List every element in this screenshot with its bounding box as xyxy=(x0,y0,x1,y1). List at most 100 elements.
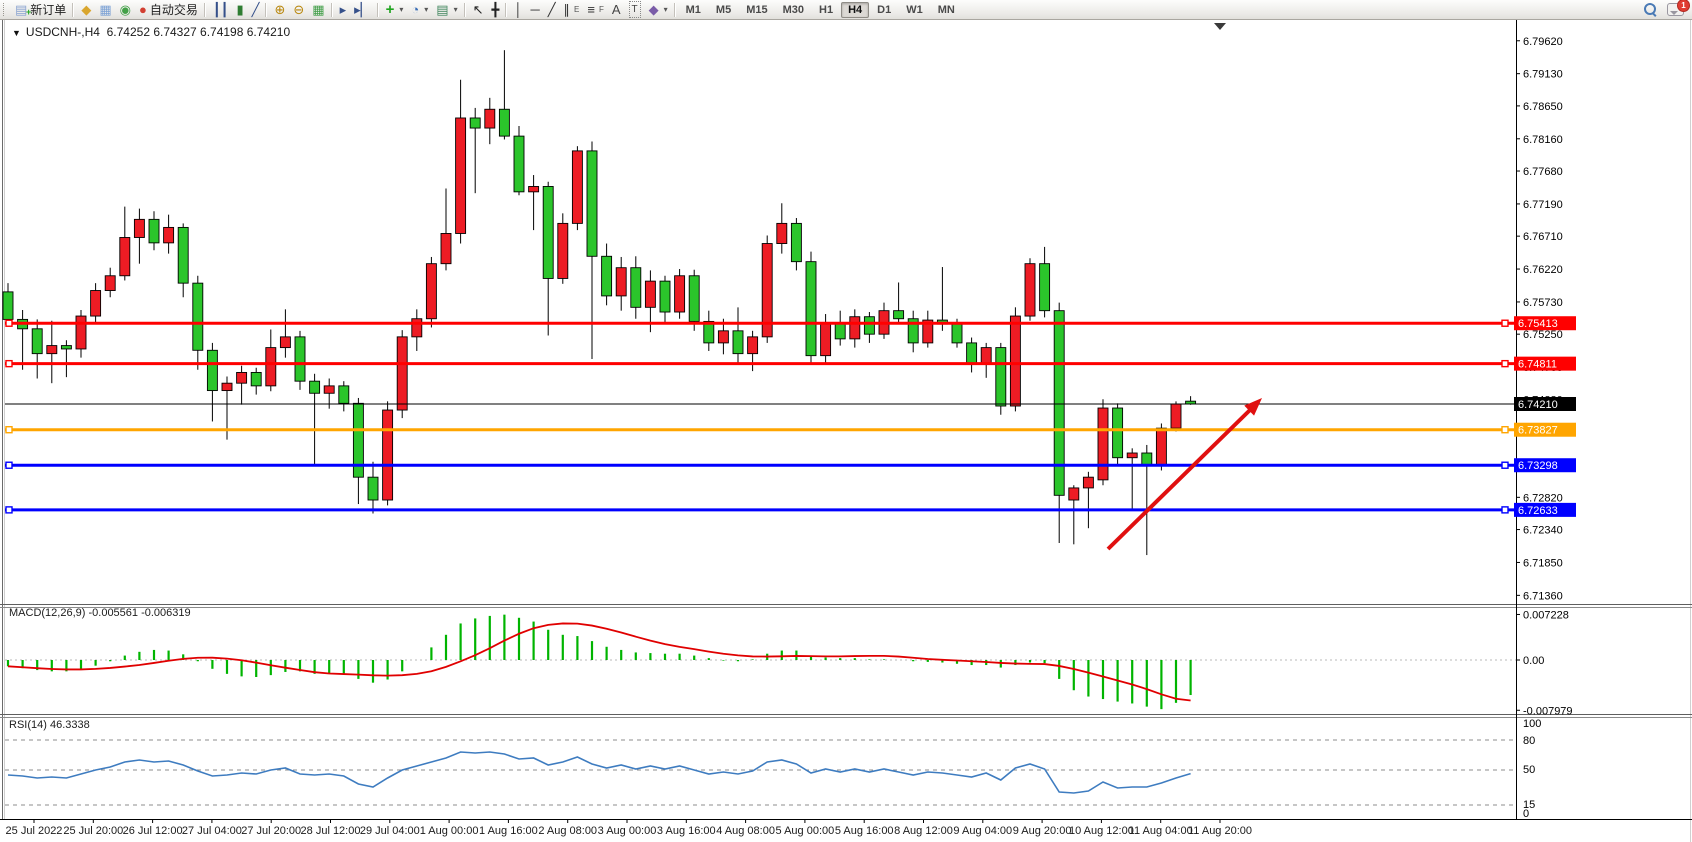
timeframe-m5[interactable]: M5 xyxy=(715,3,732,16)
time-axis-label[interactable]: 5 Aug 00:00 xyxy=(776,825,835,837)
price-badge-value: 6.72633 xyxy=(1518,505,1558,517)
candle xyxy=(1155,427,1167,466)
bar-chart-button[interactable]: ┃┃ xyxy=(209,1,233,18)
line-handle[interactable] xyxy=(1501,461,1509,469)
cursor-button[interactable]: ↖ xyxy=(469,1,488,18)
candle xyxy=(513,135,525,193)
candle xyxy=(747,336,759,355)
time-axis-label[interactable]: 9 Aug 04:00 xyxy=(953,825,1012,837)
candlestick-chart-button[interactable]: ▮ xyxy=(232,1,247,18)
time-axis-label[interactable]: 5 Aug 16:00 xyxy=(835,825,894,837)
text-button[interactable]: A xyxy=(608,1,625,18)
time-axis-label[interactable]: 1 Aug 16:00 xyxy=(479,825,538,837)
editor-button[interactable]: ◆ xyxy=(77,1,95,18)
line-handle[interactable] xyxy=(1501,359,1509,368)
signal-button[interactable]: ◉ xyxy=(116,1,135,18)
time-axis-label[interactable]: 25 Jul 2022 xyxy=(6,825,63,837)
timeframe-m15[interactable]: M15 xyxy=(746,3,768,16)
time-axis-label[interactable]: 1 Aug 00:00 xyxy=(420,825,479,837)
time-axis-label[interactable]: 11 Aug 04:00 xyxy=(1129,825,1193,837)
line-handle[interactable] xyxy=(5,426,13,434)
time-axis-label[interactable]: 29 Jul 04:00 xyxy=(360,825,420,837)
line-chart-button[interactable]: ╱ xyxy=(248,1,264,18)
fibonacci-icon: ≡ xyxy=(587,2,595,17)
zoom-in-icon: ⊕ xyxy=(274,2,286,17)
time-axis-label[interactable]: 8 Aug 12:00 xyxy=(894,825,953,837)
candle xyxy=(674,275,686,313)
time-axis-label[interactable]: 27 Jul 20:00 xyxy=(241,825,301,837)
macd-signal-line xyxy=(7,622,1191,702)
trendline-button[interactable]: ╱ xyxy=(544,1,560,18)
toolbar-button-label: 新订单 xyxy=(30,3,67,17)
candle xyxy=(484,108,496,129)
new-order-button[interactable]: ▤ + 新订单 xyxy=(11,1,70,18)
notifications-icon[interactable]: 1 xyxy=(1667,0,1690,16)
time-axis-label[interactable]: 11 Aug 20:00 xyxy=(1188,825,1252,837)
time-axis-label[interactable]: 3 Aug 16:00 xyxy=(657,825,716,837)
time-axis-label[interactable]: 27 Jul 04:00 xyxy=(182,825,242,837)
time-axis-label[interactable]: 3 Aug 00:00 xyxy=(598,825,657,837)
timeframe-h1[interactable]: H1 xyxy=(819,3,834,16)
timeframe-m1[interactable]: M1 xyxy=(685,3,701,16)
templates-button[interactable]: ▤ ▾ xyxy=(432,1,461,18)
time-axis-label[interactable]: 9 Aug 20:00 xyxy=(1013,825,1072,837)
price-badge-value: 6.73827 xyxy=(1518,425,1558,437)
line-handle[interactable] xyxy=(5,461,13,469)
time-axis-label[interactable]: 25 Jul 20:00 xyxy=(63,825,123,837)
timeframe-h4[interactable]: H4 xyxy=(841,1,870,18)
candle xyxy=(338,385,350,404)
macd-axis-label: 0.007228 xyxy=(1523,609,1569,621)
signal-icon: ◉ xyxy=(119,2,131,17)
timeframe-m30[interactable]: M30 xyxy=(782,3,805,16)
crosshair-button[interactable]: ╋ xyxy=(488,1,504,18)
timeframe-d1[interactable]: D1 xyxy=(877,3,892,16)
plus-overlay-icon: + xyxy=(26,7,32,17)
time-axis-label[interactable]: 10 Aug 12:00 xyxy=(1069,825,1134,837)
price-axis-tick-label: 6.79620 xyxy=(1523,36,1563,48)
toolbar-separator xyxy=(72,2,75,17)
vline-icon: │ xyxy=(514,2,523,17)
candle xyxy=(820,322,832,357)
chart-shift-marker[interactable] xyxy=(1214,23,1226,30)
chevron-down-icon: ▾ xyxy=(424,5,429,14)
time-axis-label[interactable]: 26 Jul 12:00 xyxy=(123,825,183,837)
line-handle[interactable] xyxy=(1501,506,1509,514)
channel-button[interactable]: ∥ E xyxy=(560,1,584,18)
line-handle[interactable] xyxy=(1501,426,1509,434)
line-handle[interactable] xyxy=(5,319,13,327)
trend-arrow-object[interactable] xyxy=(1106,408,1252,551)
vline-button[interactable]: │ xyxy=(510,1,526,18)
fibonacci-button[interactable]: ≡ F xyxy=(583,1,607,18)
tile-windows-button[interactable]: ▦ xyxy=(308,1,328,18)
line-handle[interactable] xyxy=(5,359,13,368)
arrows-button[interactable]: ◆ ▾ xyxy=(645,1,672,18)
candle xyxy=(717,330,729,344)
timeframe-mn[interactable]: MN xyxy=(937,3,955,16)
timeframe-w1[interactable]: W1 xyxy=(906,3,923,16)
time-axis-label[interactable]: 4 Aug 08:00 xyxy=(716,825,775,837)
search-icon[interactable] xyxy=(1644,3,1657,17)
text-label-icon: T xyxy=(628,1,641,18)
periods-button[interactable]: ◔ ▾ xyxy=(407,1,432,18)
text-label-button[interactable]: T xyxy=(625,1,645,18)
line-handle[interactable] xyxy=(5,506,13,514)
time-axis-label[interactable]: 2 Aug 08:00 xyxy=(538,825,597,837)
autotrading-button[interactable]: ● 自动交易 xyxy=(135,1,202,18)
zoom-out-button[interactable]: ⊖ xyxy=(289,1,308,18)
icon-subscript: F xyxy=(598,5,604,14)
toolbar-separator xyxy=(376,2,379,17)
indicators-button[interactable]: + ▾ xyxy=(382,1,408,18)
hline-button[interactable]: ─ xyxy=(526,1,543,18)
market-watch-button[interactable]: ▦ xyxy=(95,1,115,18)
time-axis-label[interactable]: 28 Jul 12:00 xyxy=(301,825,361,837)
collapse-triangle-icon[interactable]: ▼ xyxy=(12,28,21,38)
notification-badge: 1 xyxy=(1677,0,1690,12)
chart-shift-button[interactable]: ▸▏ xyxy=(350,1,375,18)
auto-scroll-button[interactable]: ▸ xyxy=(336,1,351,18)
line-handle[interactable] xyxy=(1501,319,1509,327)
zoom-in-button[interactable]: ⊕ xyxy=(270,1,289,18)
trend-arrow-head[interactable] xyxy=(1244,398,1262,416)
candle xyxy=(396,336,408,411)
candle xyxy=(1039,263,1051,312)
